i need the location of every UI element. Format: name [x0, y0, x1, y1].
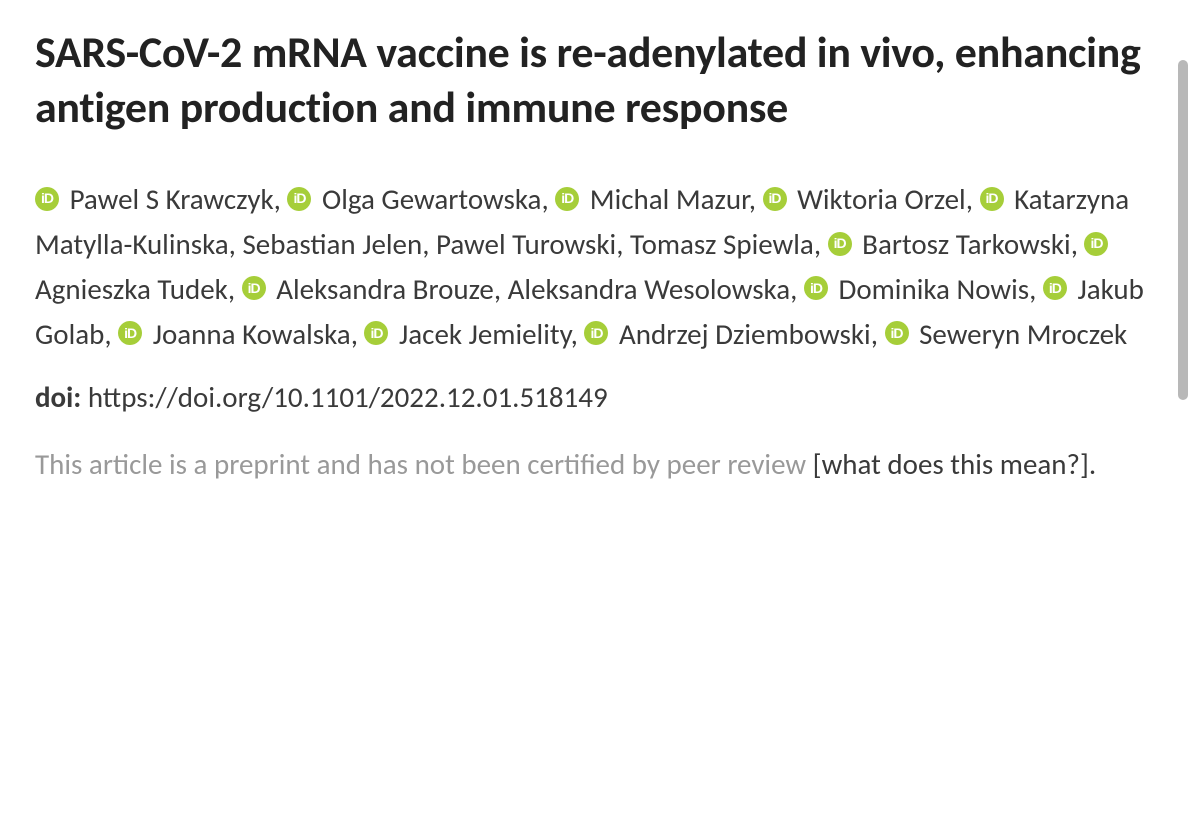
orcid-icon[interactable] — [364, 321, 388, 345]
orcid-icon[interactable] — [828, 232, 852, 256]
author-name[interactable]: Olga Gewartowska — [322, 181, 541, 217]
orcid-icon[interactable] — [980, 187, 1004, 211]
author-name[interactable]: Pawel S Krawczyk — [70, 181, 274, 217]
author-name[interactable]: Dominika Nowis — [839, 271, 1030, 307]
doi-label: doi: — [35, 379, 81, 415]
author-name[interactable]: Jacek Jemielity — [399, 316, 571, 352]
orcid-icon[interactable] — [584, 321, 608, 345]
author-name[interactable]: Michal Mazur — [590, 181, 749, 217]
bracket-close: ]. — [1080, 446, 1096, 482]
author-name[interactable]: Aleksandra Wesolowska — [508, 271, 790, 307]
orcid-icon[interactable] — [287, 187, 311, 211]
scrollbar[interactable] — [1178, 60, 1188, 400]
orcid-icon[interactable] — [118, 321, 142, 345]
bracket-open: [ — [813, 446, 822, 482]
author-name[interactable]: Tomasz Spiewla — [630, 226, 814, 262]
author-name[interactable]: Agnieszka Tudek — [35, 271, 228, 307]
doi-line: doi: https://doi.org/10.1101/2022.12.01.… — [35, 379, 1150, 415]
orcid-icon[interactable] — [242, 276, 266, 300]
orcid-icon[interactable] — [763, 187, 787, 211]
orcid-icon[interactable] — [1084, 232, 1108, 256]
author-name[interactable]: Bartosz Tarkowski — [862, 226, 1071, 262]
orcid-icon[interactable] — [555, 187, 579, 211]
author-name[interactable]: Andrzej Dziembowski — [619, 316, 871, 352]
preprint-notice: This article is a preprint and has not b… — [35, 443, 1150, 487]
article-title: SARS-CoV-2 mRNA vaccine is re-adenylated… — [35, 25, 1150, 135]
author-name[interactable]: Joanna Kowalska — [153, 316, 351, 352]
orcid-icon[interactable] — [885, 321, 909, 345]
orcid-icon[interactable] — [35, 187, 59, 211]
author-name[interactable]: Wiktoria Orzel — [797, 181, 966, 217]
what-does-this-mean-link[interactable]: what does this mean? — [822, 446, 1080, 482]
orcid-icon[interactable] — [804, 276, 828, 300]
author-name[interactable]: Seweryn Mroczek — [919, 316, 1127, 352]
preprint-text: This article is a preprint and has not b… — [35, 446, 813, 482]
author-name[interactable]: Sebastian Jelen — [242, 226, 422, 262]
author-name[interactable]: Pawel Turowski — [436, 226, 616, 262]
authors-list: Pawel S Krawczyk, Olga Gewartowska, Mich… — [35, 177, 1150, 357]
orcid-icon[interactable] — [1043, 276, 1067, 300]
doi-url[interactable]: https://doi.org/10.1101/2022.12.01.51814… — [88, 379, 608, 415]
author-name[interactable]: Aleksandra Brouze — [276, 271, 494, 307]
